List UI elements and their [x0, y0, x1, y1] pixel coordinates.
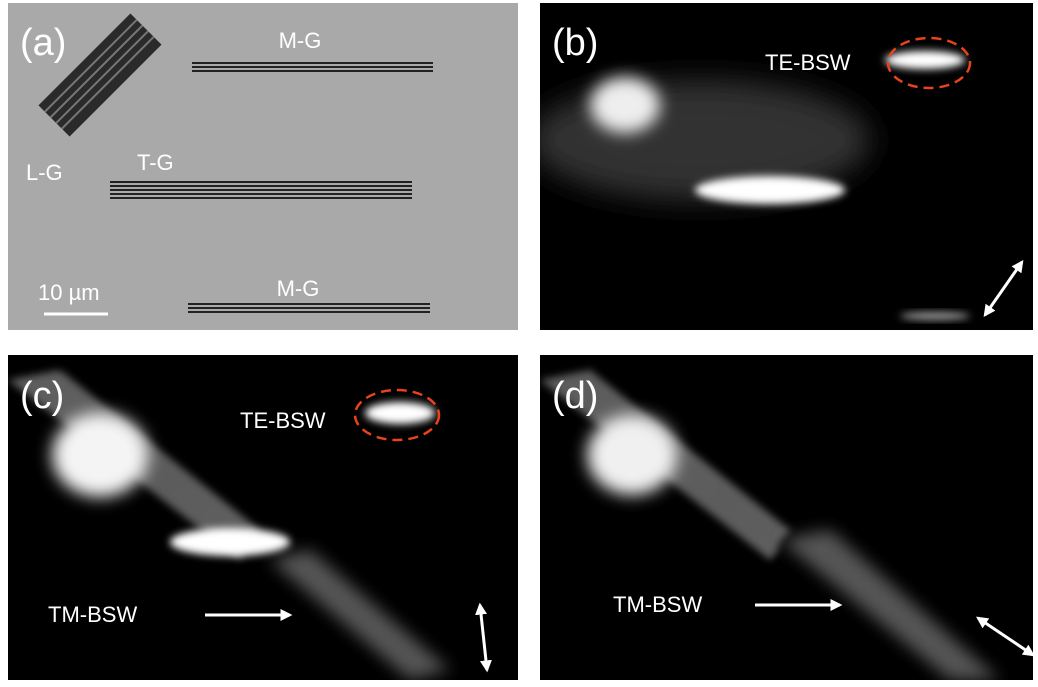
annotation: TE-BSW	[240, 408, 326, 433]
panel-a: (a) M-G L-G T-G 10 µm M-G	[8, 3, 518, 330]
annotation: M-G	[279, 28, 322, 53]
annotation: T-G	[137, 150, 174, 175]
figure: (a) M-G L-G T-G 10 µm M-G (b) TE-BSW	[0, 0, 1038, 682]
annotation: 10 µm	[38, 280, 100, 305]
annotation: TM-BSW	[613, 592, 702, 617]
panel-b: (b) TE-BSW	[530, 3, 1033, 330]
panel-label: (a)	[20, 22, 66, 64]
panel-label: (d)	[552, 375, 598, 417]
panel-label: (b)	[552, 22, 598, 64]
annotation: M-G	[277, 276, 320, 301]
page: (a) M-G L-G T-G 10 µm M-G (b) TE-BSW	[0, 0, 1038, 682]
panel-c: (c) TE-BSW TM-BSW	[8, 355, 518, 680]
annotation: L-G	[26, 160, 63, 185]
panel-d: (d) TM-BSW	[540, 355, 1033, 680]
annotation: TE-BSW	[765, 50, 851, 75]
annotation: TM-BSW	[48, 602, 137, 627]
panel-label: (c)	[20, 375, 64, 417]
